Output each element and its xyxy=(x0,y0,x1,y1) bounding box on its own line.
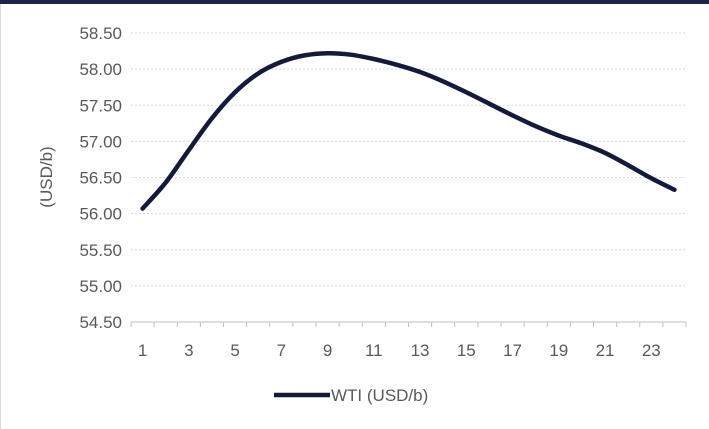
x-tick-label: 13 xyxy=(411,341,430,360)
y-tick-label: 57.50 xyxy=(79,96,122,115)
x-axis-tick-labels: 1 3 5 7 9 11 13 15 17 19 21 23 xyxy=(138,341,661,360)
top-frame-bar xyxy=(0,0,709,4)
y-tick-label: 55.50 xyxy=(79,241,122,260)
x-tick-label: 23 xyxy=(642,341,661,360)
y-tick-label: 55.00 xyxy=(79,277,122,296)
gridlines xyxy=(131,32,686,287)
y-tick-label: 58.50 xyxy=(79,24,122,43)
y-tick-label: 58.00 xyxy=(79,60,122,79)
y-tick-label: 57.00 xyxy=(79,132,122,151)
x-tick-label: 7 xyxy=(277,341,286,360)
x-tick-label: 19 xyxy=(549,341,568,360)
x-tick-label: 9 xyxy=(323,341,332,360)
y-axis-tick-labels: 54.50 55.00 55.50 56.00 56.50 57.00 57.50 58.00… xyxy=(79,24,122,332)
x-tick-label: 21 xyxy=(596,341,615,360)
y-axis-title: (USD/b) xyxy=(37,146,56,207)
x-axis-tick-marks xyxy=(130,322,687,327)
legend-label: WTI (USD/b) xyxy=(331,386,428,405)
y-tick-label: 56.00 xyxy=(79,205,122,224)
x-tick-label: 1 xyxy=(138,341,147,360)
legend: WTI (USD/b) xyxy=(274,386,428,405)
y-tick-label: 54.50 xyxy=(79,313,122,332)
y-tick-label: 56.50 xyxy=(79,169,122,188)
x-tick-label: 11 xyxy=(365,341,383,360)
x-tick-label: 5 xyxy=(230,341,239,360)
x-tick-label: 3 xyxy=(184,341,193,360)
x-tick-label: 17 xyxy=(503,341,522,360)
left-frame-border xyxy=(0,4,1,429)
wti-series-line xyxy=(140,50,677,211)
x-tick-label: 15 xyxy=(457,341,476,360)
